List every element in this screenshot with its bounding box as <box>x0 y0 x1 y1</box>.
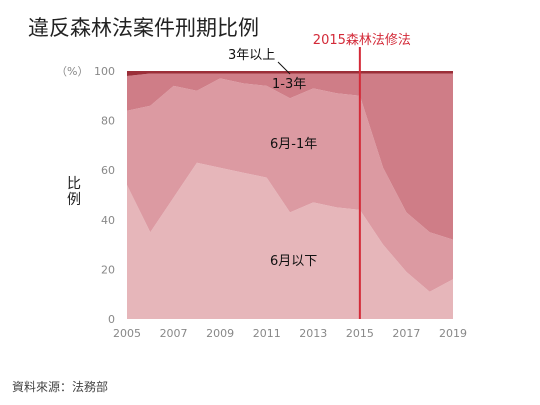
y-axis-label: 比例 <box>67 176 81 208</box>
x-tick-label: 2013 <box>299 327 327 340</box>
x-tick-label: 2009 <box>206 327 234 340</box>
area-layers <box>127 71 453 319</box>
x-tick-label: 2015 <box>346 327 374 340</box>
y-axis-ticks: 0 20 40 60 80 100 <box>94 65 115 326</box>
x-tick-label: 2005 <box>113 327 141 340</box>
y-tick-label: 0 <box>108 313 115 326</box>
y-tick-label: 20 <box>101 263 115 276</box>
x-tick-label: 2007 <box>160 327 188 340</box>
y-tick-label: 60 <box>101 164 115 177</box>
label-callout-line <box>277 61 291 75</box>
series-label-under-6mo: 6月以下 <box>270 254 317 269</box>
series-label-6mo-1yr: 6月-1年 <box>270 137 317 152</box>
y-tick-label: 80 <box>101 115 115 128</box>
area-series-2 <box>127 73 453 240</box>
y-tick-label: 40 <box>101 214 115 227</box>
x-tick-label: 2011 <box>253 327 281 340</box>
law-amendment-label: 2015森林法修法 <box>313 33 411 48</box>
area-series-0 <box>127 162 453 319</box>
data-source: 資料來源：法務部 <box>12 380 109 394</box>
series-label-1-3yr: 1-3年 <box>272 77 306 92</box>
y-axis-unit: （%） <box>56 65 88 78</box>
x-axis-ticks: 2005 2007 2009 2011 2013 2015 2017 2019 <box>113 327 467 340</box>
series-label-3yr-plus: 3年以上 <box>228 48 275 63</box>
area-series-1 <box>127 78 453 292</box>
y-tick-label: 100 <box>94 65 115 78</box>
x-tick-label: 2019 <box>439 327 467 340</box>
x-tick-label: 2017 <box>392 327 420 340</box>
chart-title: 違反森林法案件刑期比例 <box>28 16 259 40</box>
